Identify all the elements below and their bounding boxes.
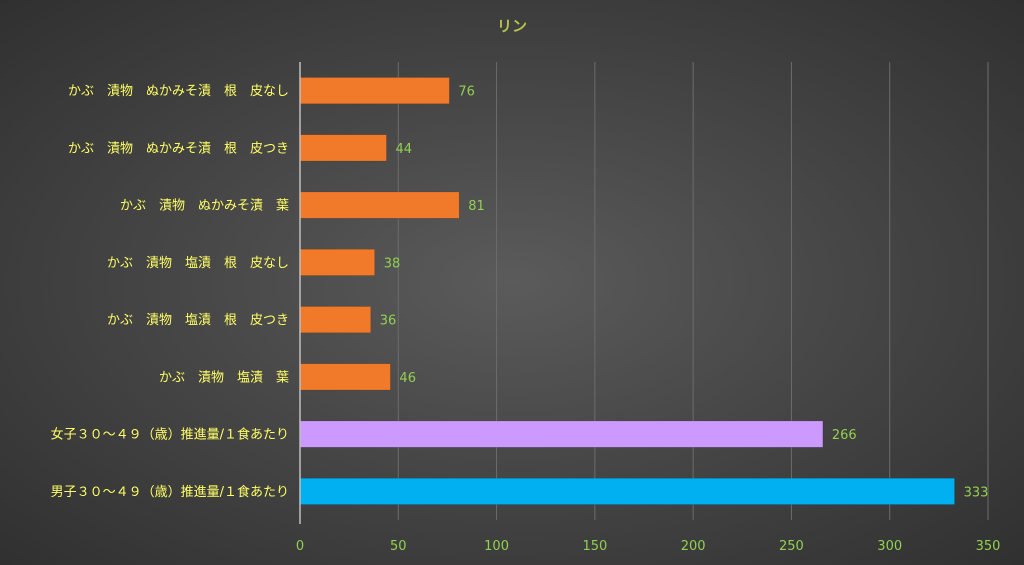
- category-label: 男子３０～４９（歳）推進量/１食あたり: [51, 484, 289, 500]
- data-label: 266: [832, 428, 857, 443]
- data-label: 38: [384, 256, 401, 271]
- category-label: かぶ 漬物 塩漬 葉: [159, 370, 289, 385]
- x-tick-label: 250: [779, 539, 804, 554]
- data-label: 333: [964, 485, 989, 500]
- category-label: かぶ 漬物 塩漬 根 皮なし: [107, 256, 289, 271]
- data-label: 76: [458, 85, 475, 100]
- data-label: 36: [380, 314, 397, 329]
- category-label: かぶ 漬物 ぬかみそ漬 根 皮なし: [68, 84, 289, 99]
- x-tick-label: 300: [877, 539, 902, 554]
- x-tick-label: 0: [296, 539, 304, 554]
- bar: [299, 248, 375, 276]
- category-label: かぶ 漬物 塩漬 根 皮つき: [107, 313, 289, 328]
- bar: [299, 134, 387, 162]
- x-tick-label: 350: [976, 539, 1001, 554]
- bar: [299, 477, 955, 505]
- data-label: 81: [468, 199, 485, 214]
- data-label: 46: [399, 371, 416, 386]
- category-label: かぶ 漬物 ぬかみそ漬 葉: [120, 199, 289, 214]
- bar: [299, 77, 450, 105]
- bar: [299, 191, 460, 219]
- bar: [299, 363, 391, 391]
- bars: [299, 77, 955, 505]
- bar: [299, 306, 372, 334]
- data-labels: 76 44 81 38 36 46 266 333: [380, 85, 989, 501]
- x-tick-label: 150: [582, 539, 607, 554]
- bar: [299, 420, 824, 448]
- x-tick-label: 100: [484, 539, 509, 554]
- x-tick-label: 200: [681, 539, 706, 554]
- category-label: 女子３０～４９（歳）推進量/１食あたり: [51, 427, 289, 443]
- grid-lines: [397, 62, 989, 520]
- chart-title: リン: [497, 17, 527, 35]
- category-label: かぶ 漬物 ぬかみそ漬 根 皮つき: [68, 141, 289, 156]
- x-tick-label: 50: [390, 539, 407, 554]
- data-label: 44: [395, 142, 412, 157]
- x-tick-labels: 0 50 100 150 200 250 300 350: [296, 539, 1001, 554]
